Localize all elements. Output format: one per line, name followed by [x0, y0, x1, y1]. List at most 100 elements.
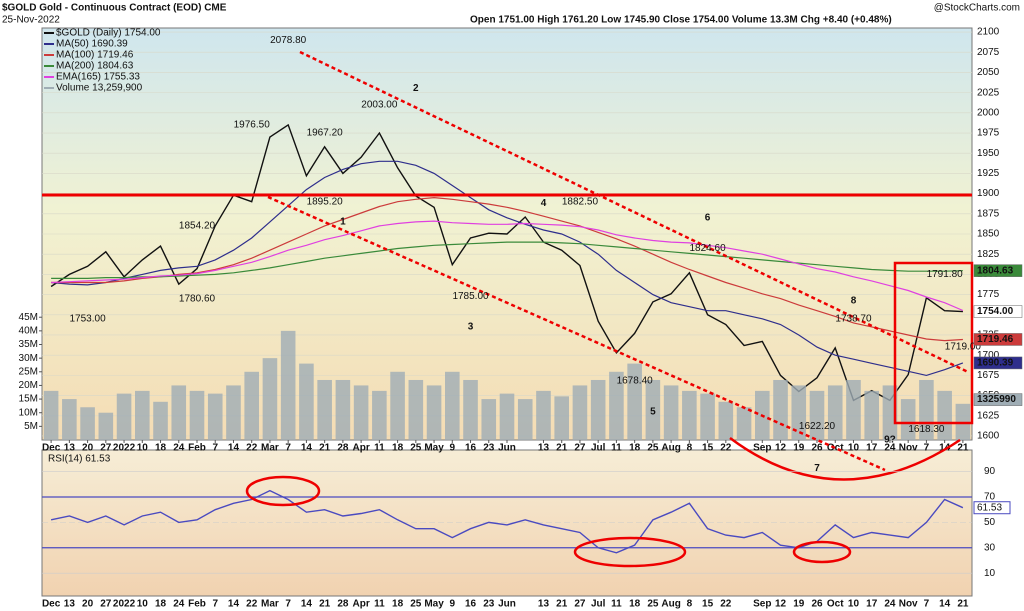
- wave-label: 2: [413, 83, 419, 94]
- last-tag-label: 1719.46: [977, 334, 1014, 345]
- x-tick-label: Mar: [261, 599, 279, 610]
- x-tick-label: 22: [720, 599, 732, 610]
- rsi-panel: [41, 449, 973, 597]
- volume-bar: [937, 390, 952, 440]
- x-tick-label: 18: [155, 443, 167, 454]
- series-line: [51, 241, 963, 279]
- last-tag: [973, 501, 1011, 515]
- y-tick-label: 1950: [977, 148, 1000, 159]
- x-tick-label: 28: [337, 599, 349, 610]
- x-tick-label: 18: [629, 443, 641, 454]
- series-line: [51, 196, 963, 342]
- rsi-highlight: [792, 540, 852, 564]
- x-tick-label: 25: [647, 443, 659, 454]
- x-tick-label: 25: [410, 443, 422, 454]
- x-tick-label: 16: [465, 599, 477, 610]
- x-tick-label: 18: [629, 599, 641, 610]
- volume-bar: [882, 385, 898, 440]
- series-line: [51, 220, 964, 312]
- y-tick-label: 1600: [977, 431, 1000, 442]
- x-tick-label: 24: [173, 443, 185, 454]
- volume-bar: [864, 390, 879, 440]
- x-tick-label: 12: [775, 443, 787, 454]
- x-tick-label: Apr: [353, 599, 370, 610]
- volume-bar: [481, 399, 497, 440]
- x-tick-label: 10: [137, 599, 149, 610]
- volume-bar: [135, 390, 150, 440]
- x-tick-label: 11: [611, 599, 622, 610]
- price-annotation: 1967.20: [307, 128, 344, 139]
- volume-bar: [627, 363, 642, 440]
- x-tick-label: Jul: [591, 599, 606, 610]
- wave-label: 5: [650, 406, 656, 417]
- y2-tick-label: 30M: [19, 353, 38, 364]
- x-tick-label: 19: [793, 599, 805, 610]
- price-annotation: 1976.50: [234, 120, 271, 131]
- volume-bar: [773, 379, 788, 440]
- x-tick-label: Aug: [661, 443, 680, 454]
- y-tick-label: 1975: [977, 128, 1000, 139]
- volume-bar: [554, 396, 569, 440]
- volume-bar: [645, 379, 661, 440]
- volume-bar: [98, 412, 114, 440]
- price-annotation: 1719.00: [945, 342, 982, 353]
- volume-bar: [426, 385, 442, 440]
- volume-bar: [609, 371, 624, 440]
- x-tick-label: Nov: [899, 443, 918, 454]
- y-tick-label: 1700: [977, 350, 1000, 361]
- x-tick-label: 21: [957, 443, 969, 454]
- y-tick-label: 1875: [977, 208, 1000, 219]
- y-tick-label: 2050: [977, 67, 1000, 78]
- x-tick-label: 7: [285, 599, 291, 610]
- x-tick-label: 10: [848, 599, 860, 610]
- price-annotation: 1854.20: [179, 221, 216, 232]
- x-tick-label: 13: [64, 443, 76, 454]
- last-tag-label: 1754.00: [977, 306, 1014, 317]
- x-tick-label: Sep: [753, 443, 771, 454]
- x-tick-label: Sep: [753, 599, 771, 610]
- wave-label: 6: [705, 212, 711, 223]
- y-tick-label: 1925: [977, 168, 1000, 179]
- y2-tick-label: 45M: [19, 312, 38, 323]
- volume-bar: [62, 399, 77, 440]
- last-tag: [973, 356, 1023, 370]
- x-tick-label: 28: [337, 443, 349, 454]
- x-tick-label: 7: [212, 443, 218, 454]
- legend-label: MA(50) 1690.39: [56, 39, 128, 50]
- volume-bar: [153, 401, 168, 440]
- chart-title: $GOLD Gold - Continuous Contract (EOD) C…: [2, 3, 227, 14]
- volume-bar: [353, 385, 369, 440]
- volume-bar: [900, 399, 916, 440]
- price-annotation: 1785.00: [452, 291, 489, 302]
- x-tick-label: 14: [301, 443, 313, 454]
- x-tick-label: 25: [647, 599, 659, 610]
- volume-bar: [372, 390, 387, 440]
- x-tick-label: May: [424, 443, 444, 454]
- x-tick-label: 2022: [113, 443, 136, 454]
- x-tick-label: 10: [848, 443, 860, 454]
- y2-tick-label: 25M: [19, 366, 38, 377]
- x-tick-label: Jul: [591, 443, 606, 454]
- volume-bar: [445, 371, 460, 440]
- price-annotation: 2003.00: [361, 99, 398, 110]
- y-tick-label: 70: [984, 492, 996, 503]
- x-tick-label: Feb: [188, 599, 206, 610]
- wave-label: 4: [541, 198, 547, 209]
- x-tick-label: Oct: [827, 443, 844, 454]
- rsi-highlight: [573, 536, 687, 568]
- x-tick-label: 24: [884, 599, 896, 610]
- y-tick-label: 1825: [977, 249, 1000, 260]
- channel-upper: [299, 50, 969, 374]
- y2-tick-label: 20M: [19, 380, 38, 391]
- x-tick-label: Apr: [353, 443, 370, 454]
- volume-bar: [189, 390, 205, 440]
- last-tag-label: 1804.63: [977, 265, 1014, 276]
- x-tick-label: 9: [450, 443, 456, 454]
- bowl-arc: [729, 436, 961, 481]
- y-tick-label: 50: [984, 517, 996, 528]
- x-tick-label: 8: [687, 599, 693, 610]
- price-annotation: 1882.50: [562, 196, 599, 207]
- volume-bar: [827, 385, 843, 440]
- volume-bar: [846, 379, 861, 440]
